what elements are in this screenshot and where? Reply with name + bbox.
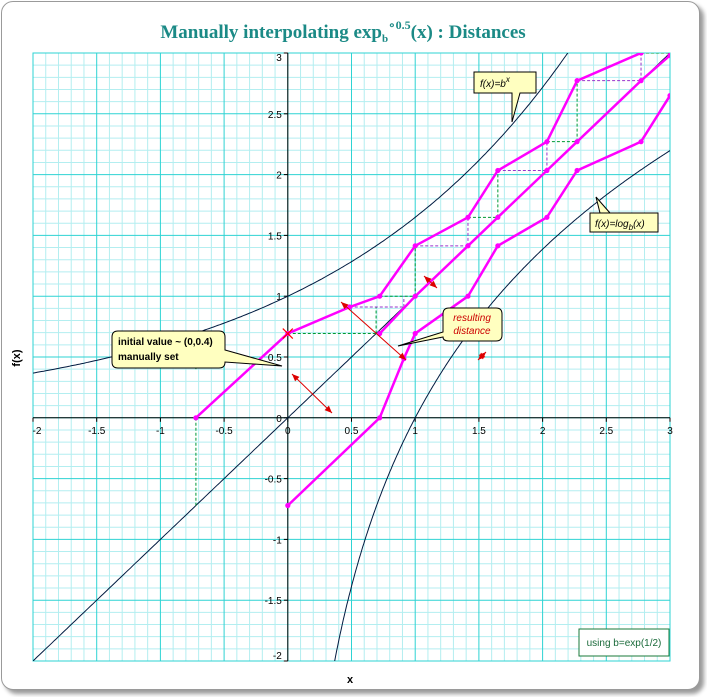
resulting-line2: distance (453, 326, 491, 337)
log-curve-callout: f(x)=logb(x) (589, 196, 659, 233)
series-point (495, 243, 501, 249)
series-point (412, 243, 418, 249)
x-tick-label: 2.5 (599, 426, 613, 437)
parameter-note-text: using b=exp(1/2) (587, 638, 662, 649)
series-point (495, 167, 501, 174)
log-callout-label: f(x)=logb(x) (595, 219, 645, 232)
series-point (638, 78, 644, 84)
series-line-2 (378, 54, 670, 335)
series-point (574, 167, 580, 174)
y-tick-label: 2.5 (268, 110, 282, 121)
x-tick-label: 1 (412, 426, 418, 437)
exp-callout-label: f(x)=bx (480, 75, 511, 90)
parameter-note-box (578, 628, 670, 657)
y-tick-label: 1 (276, 292, 282, 303)
distance-arrow-middle-head (398, 352, 406, 360)
x-tick-label: 0.5 (345, 426, 359, 437)
series-point (377, 415, 383, 421)
initial-value-line2: manually set (118, 352, 179, 363)
series-point (638, 53, 644, 56)
series-point (465, 214, 471, 220)
series-point (412, 293, 418, 299)
x-tick-label: -2 (33, 426, 42, 437)
series-point (544, 214, 550, 220)
x-tick-label: 2 (540, 426, 546, 437)
y-tick-label: -0.5 (265, 475, 283, 486)
series-point (667, 53, 670, 59)
distance-arrow-lower-head (324, 405, 332, 413)
distance-arrow-middle-head (341, 302, 349, 310)
series-point (412, 330, 418, 337)
y-tick-label: -1.5 (265, 596, 283, 607)
chart-title: Manually interpolating expb∘0.5(x) : Dis… (160, 18, 525, 45)
series-point (638, 139, 644, 145)
y-axis-label: f(x) (11, 349, 23, 366)
y-tick-label: -1 (273, 535, 282, 546)
y-tick-label: 0.5 (268, 353, 282, 364)
series-line-3 (286, 94, 670, 507)
parameter-note: using b=exp(1/2) (578, 628, 670, 657)
series-point (285, 502, 291, 509)
distance-arrow-lower-head (292, 374, 300, 382)
log-callout-shape (589, 196, 659, 233)
exp-curve-callout: f(x)=bx (473, 71, 537, 123)
x-tick-label: 3 (667, 426, 673, 437)
x-tick-label: 0 (285, 426, 291, 437)
log-curve (334, 150, 670, 661)
distance-arrow-lower-shaft (291, 373, 333, 414)
series-point (544, 167, 550, 174)
x-tick-label: -1.5 (88, 426, 106, 437)
interpolation-series (193, 53, 670, 509)
distance-arrows (291, 275, 487, 414)
initial-value-callout: initial value ~ (0,0.4) manually set (111, 330, 283, 369)
x-tick-label: -1 (156, 426, 165, 437)
y-tick-label: 2 (276, 171, 282, 182)
initial-value-marker (282, 328, 294, 339)
distance-arrow-right-head (478, 352, 486, 360)
series-point (495, 214, 501, 220)
series-point (377, 293, 383, 299)
y-tick-label: -2 (273, 651, 282, 662)
series-point (465, 293, 471, 299)
series-point (193, 415, 199, 421)
y-tick-label: 3 (276, 53, 282, 64)
distance-arrow-upper-head (424, 276, 432, 284)
y-tick-label: 0 (276, 414, 282, 425)
series-point (465, 243, 471, 249)
series-point (574, 78, 580, 84)
resulting-line1: resulting (453, 313, 491, 324)
series-point (574, 139, 580, 145)
x-axis-label: x (347, 674, 354, 686)
exp-callout-shape (473, 71, 537, 123)
resulting-callout-shape (397, 307, 503, 347)
tick-labels: -2 -1.5 -1 -0.5 0 0.5 1 1.5 2 2.5 3 3 2.5 2 1.5 1 0.5 0 -0… (33, 53, 674, 662)
plot-border (32, 52, 671, 662)
initial-callout-shape (111, 330, 283, 369)
series-point (667, 92, 670, 99)
x-tick-label: 1.5 (472, 426, 486, 437)
y-tick-label: 1.5 (268, 231, 282, 242)
initial-value-line1: initial value ~ (0,0.4) (118, 337, 213, 348)
resulting-distance-callout: resulting distance (397, 307, 503, 347)
x-tick-label: -0.5 (215, 426, 233, 437)
distance-arrow-middle-shaft (340, 301, 407, 361)
distance-arrow-upper-head (429, 280, 437, 288)
construction-lines (195, 53, 670, 506)
series-point (544, 139, 550, 145)
